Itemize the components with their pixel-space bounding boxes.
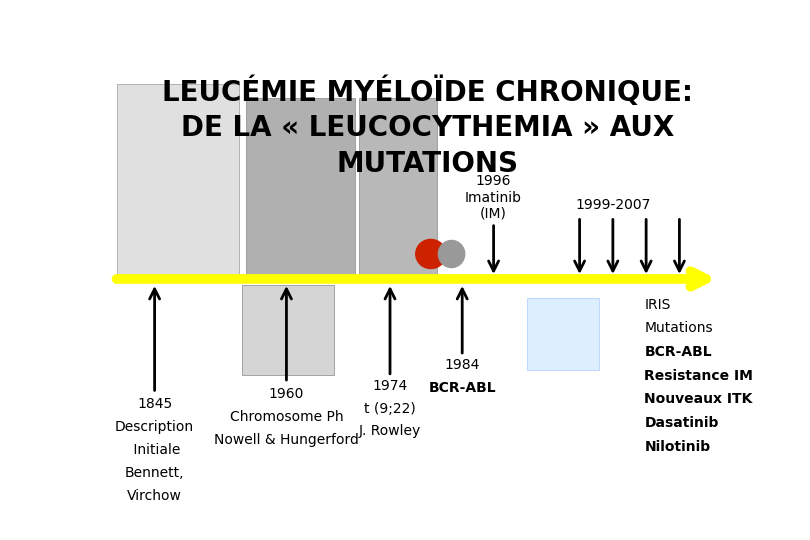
Text: IRIS: IRIS xyxy=(644,298,671,312)
Text: Description: Description xyxy=(115,420,194,434)
Text: BCR-ABL: BCR-ABL xyxy=(428,381,496,395)
FancyBboxPatch shape xyxy=(117,84,240,277)
Text: Nilotinib: Nilotinib xyxy=(644,440,710,454)
Text: t (9;22): t (9;22) xyxy=(364,402,416,416)
Ellipse shape xyxy=(438,240,465,267)
FancyBboxPatch shape xyxy=(359,98,437,277)
Text: 1974: 1974 xyxy=(373,379,407,393)
Text: DE LA « LEUCOCYTHEMIA » AUX: DE LA « LEUCOCYTHEMIA » AUX xyxy=(181,114,674,142)
Text: 1996
Imatinib
(IM): 1996 Imatinib (IM) xyxy=(465,174,522,221)
Text: 1960: 1960 xyxy=(269,387,304,401)
Text: 1999-2007: 1999-2007 xyxy=(575,198,650,212)
Text: LEUCÉMIE MYÉLOÏDE CHRONIQUE:: LEUCÉMIE MYÉLOÏDE CHRONIQUE: xyxy=(162,77,693,107)
Text: J. Rowley: J. Rowley xyxy=(359,424,421,438)
Text: Chromosome Ph: Chromosome Ph xyxy=(229,410,343,424)
FancyBboxPatch shape xyxy=(242,285,334,375)
Text: Bennett,: Bennett, xyxy=(125,466,185,480)
Text: MUTATIONS: MUTATIONS xyxy=(337,150,518,178)
Text: BCR-ABL: BCR-ABL xyxy=(644,345,712,359)
Text: 1984: 1984 xyxy=(445,358,480,372)
Text: Resistance IM: Resistance IM xyxy=(644,369,753,383)
Text: Virchow: Virchow xyxy=(127,489,182,503)
Ellipse shape xyxy=(416,239,446,268)
FancyBboxPatch shape xyxy=(526,298,599,370)
Text: 1845: 1845 xyxy=(137,397,173,411)
Text: Nouveaux ITK: Nouveaux ITK xyxy=(644,393,752,407)
Text: Initiale: Initiale xyxy=(129,443,181,457)
FancyBboxPatch shape xyxy=(245,98,356,277)
Text: Mutations: Mutations xyxy=(644,321,713,335)
Text: Nowell & Hungerford: Nowell & Hungerford xyxy=(214,433,359,447)
Text: Dasatinib: Dasatinib xyxy=(644,416,718,430)
